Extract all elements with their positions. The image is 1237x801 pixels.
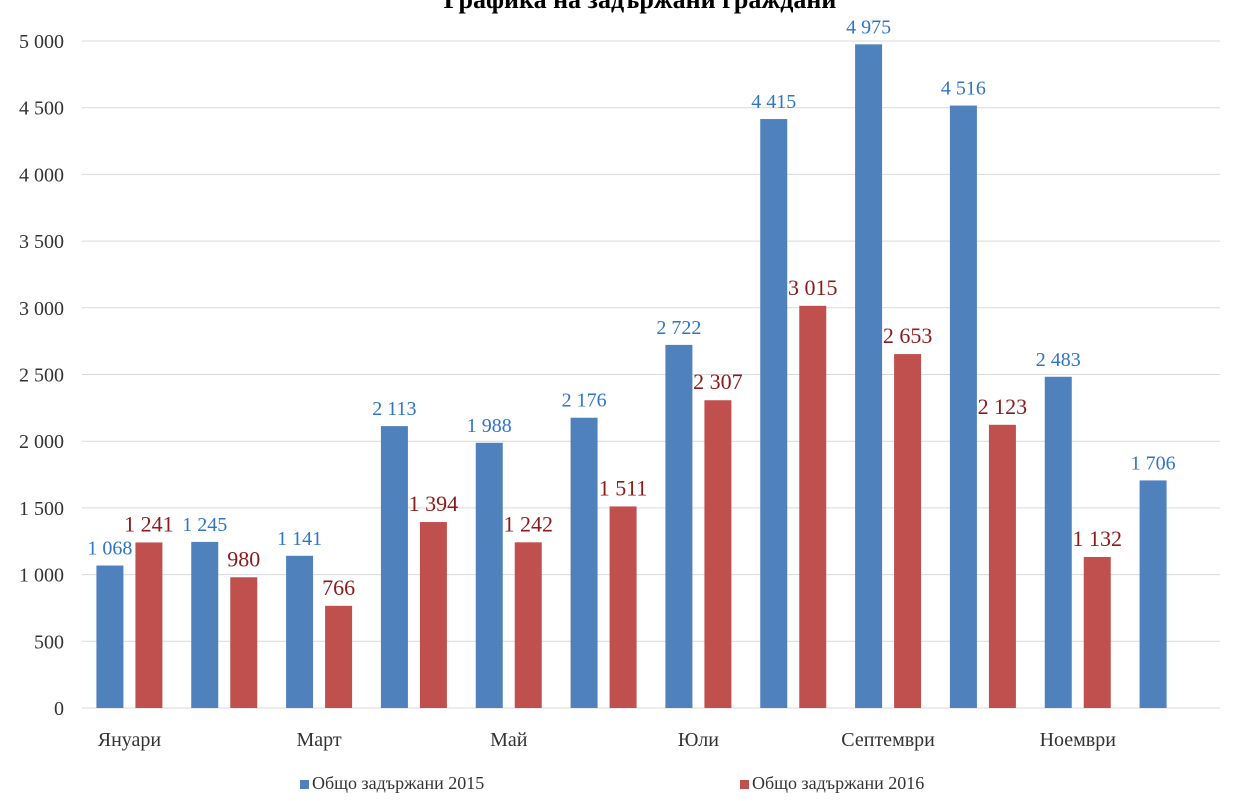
data-label-2016: 980 (227, 546, 260, 571)
x-axis-tick-labels: Януари Март Май Юли Септември Ноември (98, 729, 1116, 751)
bar-2016 (799, 305, 827, 708)
bar-2016 (609, 506, 637, 708)
data-label-2015: 1 988 (467, 415, 512, 437)
data-label-2015: 4 975 (846, 16, 891, 38)
bar-2015 (96, 565, 124, 708)
bar-2016 (230, 577, 258, 708)
bar-2016 (894, 354, 922, 708)
bar-2015 (665, 344, 693, 708)
data-label-2016: 766 (322, 575, 355, 600)
legend-label: Общо задържани 2015 (312, 773, 484, 793)
bar-2015 (760, 119, 788, 708)
data-label-2016: 1 242 (504, 511, 554, 536)
chart-title: Графика на задържани граждани (444, 0, 837, 14)
data-label-2016: 2 123 (978, 394, 1028, 419)
bar-2016 (704, 400, 732, 708)
data-label-2016: 1 241 (124, 511, 174, 536)
legend-swatch (740, 780, 749, 789)
y-tick-label: 500 (34, 631, 64, 653)
x-tick-label: Юли (678, 729, 719, 751)
bar-2015 (286, 555, 314, 708)
data-label-2015: 2 113 (372, 398, 416, 420)
data-label-2016: 1 511 (599, 475, 648, 500)
bar-2015 (1044, 376, 1072, 708)
data-label-2016: 1 132 (1073, 526, 1123, 551)
y-tick-label: 1 000 (19, 565, 64, 587)
legend-label: Общо задържани 2016 (752, 773, 924, 793)
data-label-2015: 1 141 (277, 528, 322, 550)
bar-2016 (988, 424, 1016, 708)
x-tick-label: Януари (98, 729, 162, 751)
bar-2016 (419, 522, 447, 708)
legend-swatch (300, 780, 309, 789)
x-tick-label: Септември (841, 729, 935, 751)
bar-2016 (135, 542, 163, 708)
x-tick-label: Май (490, 729, 528, 751)
y-tick-label: 0 (54, 698, 64, 720)
legend: Общо задържани 2015 Общо задържани 2016 (300, 773, 924, 793)
y-axis-tick-labels: 0 500 1 000 1 500 2 000 2 500 3 000 3 500 4 000 4… (19, 31, 64, 720)
gridlines (82, 40, 1220, 709)
data-label-2016: 1 394 (409, 491, 459, 516)
bar-2016 (514, 542, 542, 708)
data-label-2015: 4 516 (941, 78, 986, 100)
bar-2015 (570, 417, 598, 708)
x-tick-label: Март (297, 729, 342, 751)
data-label-2015: 2 483 (1036, 349, 1081, 371)
y-tick-label: 4 500 (19, 98, 64, 120)
bar-2015 (1139, 480, 1167, 708)
y-tick-label: 2 000 (19, 431, 64, 453)
bar-2016 (325, 605, 353, 708)
y-tick-label: 3 500 (19, 231, 64, 253)
y-tick-label: 2 500 (19, 365, 64, 387)
bar-2015 (855, 44, 883, 708)
y-tick-label: 3 000 (19, 298, 64, 320)
data-label-2016: 2 653 (883, 323, 933, 348)
y-tick-label: 1 500 (19, 498, 64, 520)
data-label-2016: 3 015 (788, 275, 838, 300)
bar-2015 (475, 442, 503, 708)
data-label-2015: 1 706 (1131, 452, 1176, 474)
bar-2015 (949, 105, 977, 708)
y-tick-label: 5 000 (19, 31, 64, 53)
data-label-2015: 2 176 (562, 390, 607, 412)
x-tick-label: Ноември (1040, 729, 1117, 751)
bar-2015 (191, 541, 219, 708)
y-tick-label: 4 000 (19, 164, 64, 186)
data-label-2015: 4 415 (751, 91, 796, 113)
bar-2015 (380, 426, 408, 708)
data-label-2015: 2 722 (656, 317, 701, 339)
data-label-2015: 1 245 (182, 514, 227, 536)
bars (96, 44, 1167, 708)
data-label-2016: 2 307 (693, 369, 743, 394)
data-label-2015: 1 068 (87, 538, 132, 560)
bar-2016 (1083, 556, 1111, 708)
